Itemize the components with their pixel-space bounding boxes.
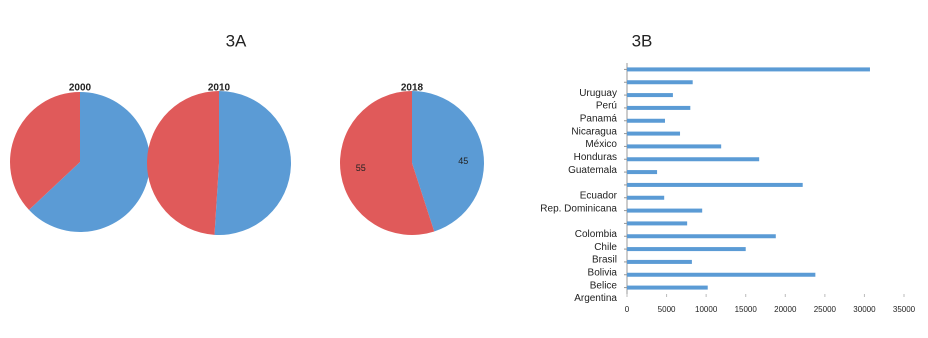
x-tick-label: 15000 [735,305,758,314]
bar [627,144,722,149]
x-tick-label: 10000 [695,305,718,314]
bar [627,170,658,175]
pie-slice [340,91,435,235]
y-tick-label: Panamá [580,114,618,125]
bar [627,80,693,85]
y-tick-label: Bolivia [588,268,618,279]
bar [627,157,760,162]
pie-slice [147,91,219,235]
pie-title: 2000 [69,83,92,94]
x-tick-label: 30000 [853,305,876,314]
y-tick-label: Belice [590,280,618,291]
x-tick-label: 35000 [893,305,916,314]
y-tick-label: Nicaragua [571,126,617,137]
value-label: 55 [356,163,366,173]
pie-title: 2010 [208,83,231,94]
bar [627,221,688,226]
pie-slice [214,91,292,235]
bar [627,247,746,252]
x-tick-label: 25000 [814,305,837,314]
pie-slice [412,91,485,232]
x-tick-label: 0 [625,305,630,314]
panel-label: 3A [226,31,247,50]
y-tick-label: Colombia [575,229,618,240]
bar [627,259,692,264]
bar [627,67,870,72]
bar [627,272,816,277]
y-tick-label: Perú [596,101,617,112]
bar [627,105,691,110]
y-tick-label: Rep. Dominicana [540,203,617,214]
bar [627,285,708,290]
bar [627,195,665,200]
y-tick-label: Honduras [574,152,617,163]
y-tick-label: Ecuador [580,191,618,202]
pie-title: 2018 [401,83,424,94]
x-tick-label: 20000 [774,305,797,314]
x-tick-label: 5000 [658,305,676,314]
bar [627,93,673,98]
pie-slice [28,92,150,232]
bar [627,131,681,136]
y-tick-label: Guatemala [568,165,617,176]
bar [627,234,776,239]
y-tick-label: Argentina [574,293,617,304]
panel-label: 3B [632,31,653,50]
bar [627,208,703,213]
y-tick-label: Chile [594,242,617,253]
y-tick-label: México [585,139,617,150]
value-label: 45 [458,156,468,166]
y-tick-label: Brasil [592,255,617,266]
bar [627,182,803,187]
bar [627,118,665,123]
pie-slice [9,92,80,210]
y-tick-label: Uruguay [579,88,617,99]
